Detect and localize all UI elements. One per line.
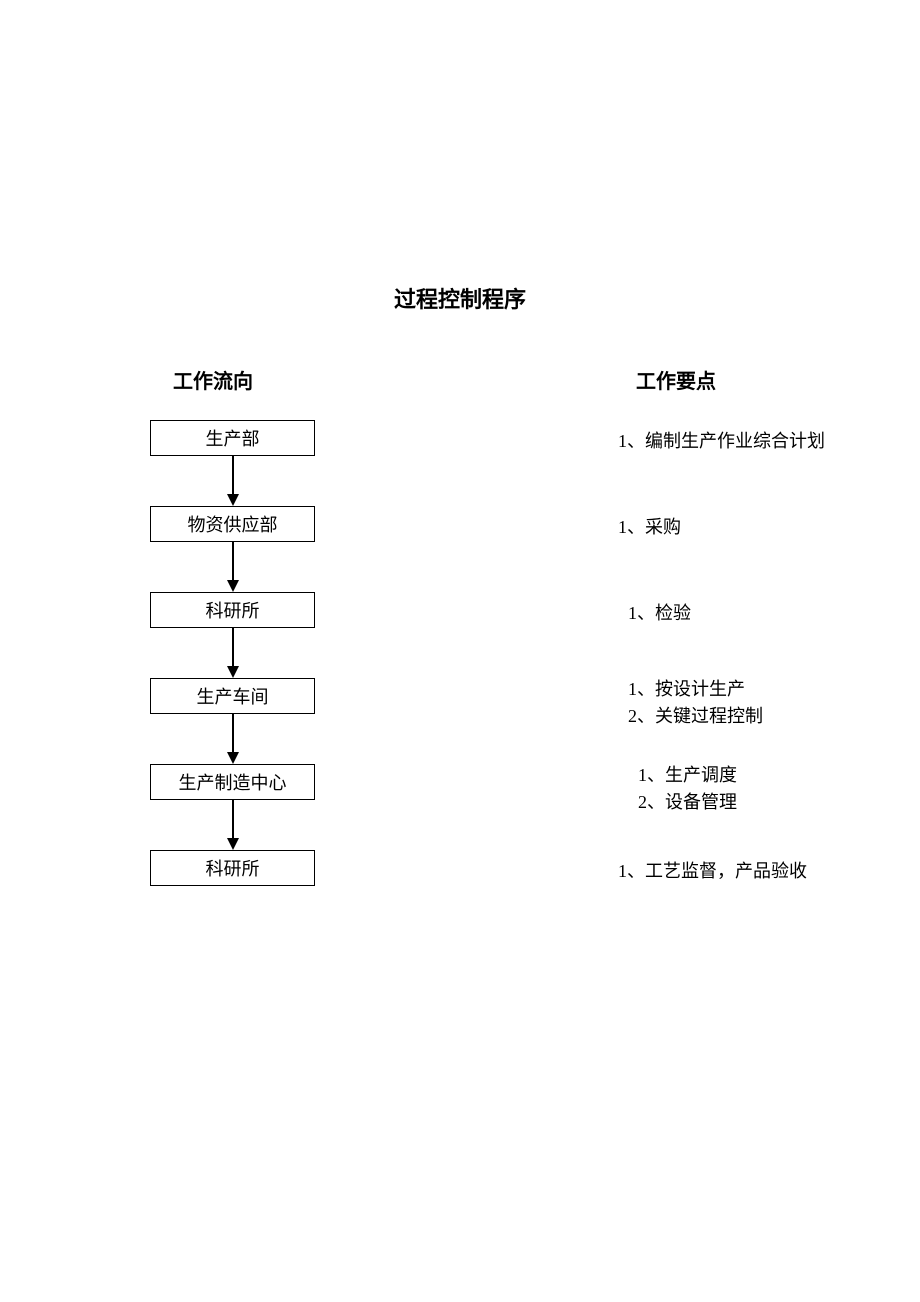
point-line: 2、设备管理 [638,789,737,816]
flowchart: 生产部 物资供应部 科研所 生产车间 生产制造中心 科研所 [150,420,315,886]
arrow-icon [150,542,315,592]
flow-node-6: 科研所 [150,850,315,886]
arrow-icon [150,628,315,678]
flow-column-header: 工作流向 [173,365,253,394]
point-line: 1、采购 [618,514,681,541]
point-group-4: 1、按设计生产 2、关键过程控制 [628,676,763,730]
point-line: 1、工艺监督，产品验收 [618,858,807,885]
point-group-3: 1、检验 [628,600,691,627]
flow-node-4: 生产车间 [150,678,315,714]
flow-node-1: 生产部 [150,420,315,456]
flow-node-3: 科研所 [150,592,315,628]
point-line: 1、生产调度 [638,762,737,789]
point-group-5: 1、生产调度 2、设备管理 [638,762,737,816]
flow-node-5: 生产制造中心 [150,764,315,800]
page-title: 过程控制程序 [0,282,920,314]
arrow-icon [150,714,315,764]
point-group-2: 1、采购 [618,514,681,541]
point-line: 1、检验 [628,600,691,627]
arrow-icon [150,800,315,850]
point-line: 1、编制生产作业综合计划 [618,428,825,455]
point-group-1: 1、编制生产作业综合计划 [618,428,825,455]
point-line: 2、关键过程控制 [628,703,763,730]
points-column-header: 工作要点 [636,365,716,394]
arrow-icon [150,456,315,506]
point-group-6: 1、工艺监督，产品验收 [618,858,807,885]
flow-node-2: 物资供应部 [150,506,315,542]
point-line: 1、按设计生产 [628,676,763,703]
